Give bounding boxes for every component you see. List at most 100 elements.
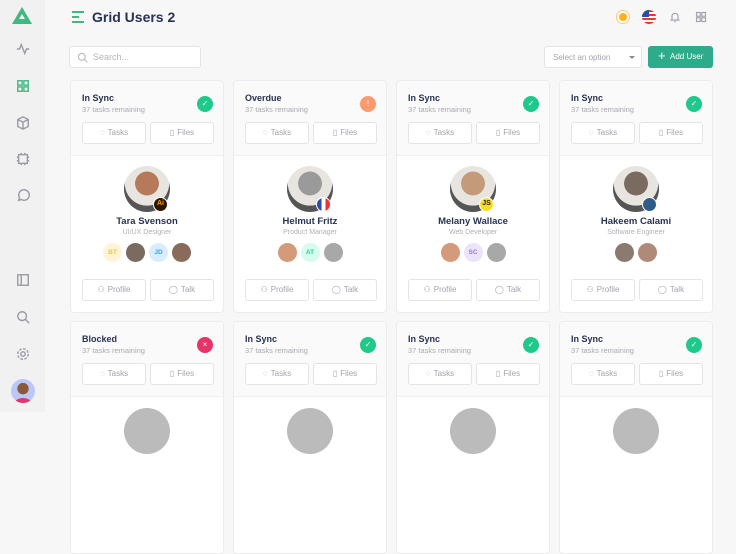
talk-label: Talk [343,285,359,294]
tasks-button[interactable]: ◌ Tasks [245,363,309,385]
tasks-label: Tasks [433,369,455,378]
chat-icon: ◯ [331,285,341,294]
user-avatar[interactable] [124,408,170,454]
files-label: Files [177,369,195,378]
files-label: Files [340,369,358,378]
talk-button[interactable]: ◯ Talk [150,279,214,301]
files-button[interactable]: ▯ Files [313,122,377,144]
search-input[interactable]: Search... [69,46,201,68]
files-button[interactable]: ▯ Files [476,122,540,144]
team-member-avatar[interactable]: AT [300,243,320,262]
plus-icon: + [658,48,666,63]
logo-icon[interactable] [12,7,32,24]
team-member-avatar[interactable]: BT [103,243,122,262]
tasks-label: Tasks [596,128,618,137]
talk-button[interactable]: ◯ Talk [476,279,540,301]
team-member-avatar[interactable]: SC [463,243,483,262]
tasks-button[interactable]: ◌ Tasks [82,363,146,385]
team-member-avatar[interactable] [486,243,506,262]
team-member-avatar[interactable] [440,243,460,262]
talk-button[interactable]: ◯ Talk [639,279,703,301]
tasks-remaining: 37 tasks remaining [571,105,634,114]
user-avatar[interactable] [450,408,496,454]
file-icon: ▯ [658,128,664,137]
files-button[interactable]: ▯ Files [639,363,703,385]
status-badge-icon: ✓ [686,337,702,353]
check-circle-icon: ◌ [262,369,268,378]
files-button[interactable]: ▯ Files [639,122,703,144]
add-user-button[interactable]: + Add User [648,46,713,68]
user-avatar[interactable] [11,379,35,403]
team-member-avatar[interactable] [172,243,191,262]
team-member-avatar[interactable] [638,243,657,262]
team-avatars: BT JD [71,243,223,262]
tasks-remaining: 37 tasks remaining [245,346,308,355]
status-label: In Sync [245,334,278,344]
page-title: Grid Users 2 [92,9,176,25]
profile-button[interactable]: ⚇ Profile [571,279,635,301]
search-icon[interactable] [14,310,32,328]
check-circle-icon: ◌ [99,369,105,378]
tasks-button[interactable]: ◌ Tasks [571,363,635,385]
tasks-button[interactable]: ◌ Tasks [245,122,309,144]
tasks-remaining: 37 tasks remaining [408,105,471,114]
files-label: Files [503,128,521,137]
files-button[interactable]: ▯ Files [150,363,214,385]
message-icon[interactable] [14,189,32,207]
grid-icon[interactable] [14,79,32,97]
file-icon: ▯ [332,369,338,378]
user-icon: ⚇ [97,285,105,294]
menu-icon[interactable] [72,11,84,26]
card-header: In Sync 37 tasks remaining ✓ ◌ Tasks ▯ Fil… [234,322,386,397]
add-user-label: Add User [670,52,704,61]
status-label: In Sync [82,93,115,103]
settings-icon[interactable] [14,347,32,365]
status-badge-icon: ! [360,96,376,112]
user-role: UI/UX Designer [122,229,172,236]
profile-button[interactable]: ⚇ Profile [245,279,309,301]
user-avatar[interactable] [613,408,659,454]
files-button[interactable]: ▯ Files [476,363,540,385]
user-avatar[interactable] [287,408,333,454]
card-header: Blocked 37 tasks remaining × ◌ Tasks ▯ Fil… [71,322,223,397]
activity-icon[interactable] [14,42,32,60]
profile-button[interactable]: ⚇ Profile [82,279,146,301]
files-label: Files [177,128,195,137]
talk-button[interactable]: ◯ Talk [313,279,377,301]
user-name: Hakeem Calami [600,216,672,227]
files-button[interactable]: ▯ Files [313,363,377,385]
user-card: In Sync 37 tasks remaining ✓ ◌ Tasks ▯ Fil… [396,80,550,313]
tasks-button[interactable]: ◌ Tasks [82,122,146,144]
files-button[interactable]: ▯ Files [150,122,214,144]
sun-icon[interactable] [616,10,630,24]
profile-button[interactable]: ⚇ Profile [408,279,472,301]
apps-grid-icon[interactable] [694,10,708,24]
user-icon: ⚇ [423,285,431,294]
team-member-avatar[interactable] [615,243,634,262]
box-icon[interactable] [14,116,32,134]
status-label: In Sync [408,334,441,344]
us-flag-icon[interactable] [642,10,656,24]
talk-label: Talk [506,285,522,294]
status-badge-icon: ✓ [360,337,376,353]
card-header: In Sync 37 tasks remaining ✓ ◌ Tasks ▯ Fil… [397,322,549,397]
team-member-avatar[interactable] [277,243,297,262]
user-icon: ⚇ [260,285,268,294]
tasks-button[interactable]: ◌ Tasks [408,122,472,144]
user-name: Helmut Fritz [282,216,338,227]
user-name: Tara Svenson [116,216,178,227]
bell-icon[interactable] [668,10,682,24]
filter-select[interactable]: Select an option [544,46,642,68]
tasks-button[interactable]: ◌ Tasks [571,122,635,144]
check-circle-icon: ◌ [425,369,431,378]
file-icon: ▯ [658,369,664,378]
sidebar-panel-icon[interactable] [14,273,32,291]
file-icon: ▯ [495,128,501,137]
user-role: Web Developer [448,229,498,236]
cpu-icon[interactable] [14,152,32,170]
team-member-avatar[interactable] [323,243,343,262]
files-label: Files [666,128,684,137]
tasks-button[interactable]: ◌ Tasks [408,363,472,385]
team-member-avatar[interactable] [126,243,145,262]
team-member-avatar[interactable]: JD [149,243,168,262]
